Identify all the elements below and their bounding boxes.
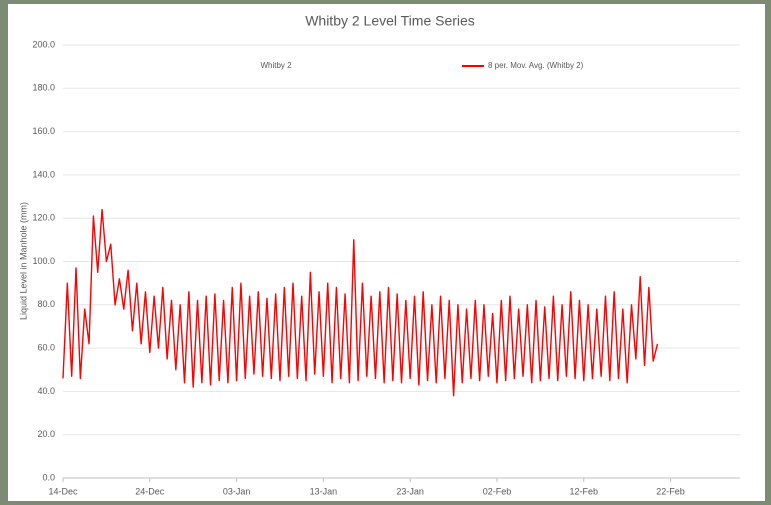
x-tick-label: 12-Feb [570, 486, 599, 496]
legend-label: Whitby 2 [260, 61, 292, 70]
y-tick-label: 200.0 [32, 39, 55, 49]
y-tick-label: 20.0 [37, 429, 55, 439]
x-tick-label: 22-Feb [656, 486, 685, 496]
x-tick-label: 02-Feb [483, 486, 512, 496]
y-tick-label: 40.0 [37, 386, 55, 396]
x-tick-label: 14-Dec [48, 486, 78, 496]
y-tick-label: 80.0 [37, 299, 55, 309]
x-tick-label: 24-Dec [135, 486, 165, 496]
x-tick-label: 23-Jan [396, 486, 424, 496]
y-tick-label: 120.0 [32, 213, 55, 223]
y-axis-label: Liquid Level in Manhole (mm) [18, 202, 28, 320]
x-tick-label: 03-Jan [223, 486, 251, 496]
chart-panel [8, 4, 765, 501]
y-tick-label: 100.0 [32, 256, 55, 266]
legend-label: 8 per. Mov. Avg. (Whitby 2) [488, 61, 584, 70]
chart: Whitby 2 Level Time Series Liquid Level … [0, 0, 771, 505]
y-tick-label: 0.0 [42, 472, 55, 482]
x-tick-label: 13-Jan [310, 486, 338, 496]
chart-title: Whitby 2 Level Time Series [305, 13, 475, 29]
y-tick-label: 60.0 [37, 342, 55, 352]
y-tick-label: 180.0 [32, 83, 55, 93]
page: Whitby 2 Level Time Series Liquid Level … [0, 0, 771, 505]
y-tick-label: 160.0 [32, 126, 55, 136]
y-tick-label: 140.0 [32, 169, 55, 179]
